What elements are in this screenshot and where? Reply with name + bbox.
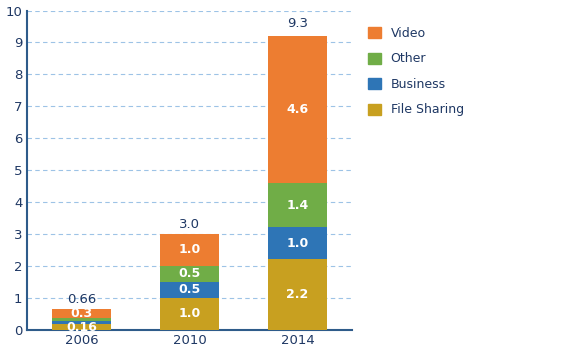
Bar (160, 282, 219, 298)
Text: 3.0: 3.0 (179, 218, 200, 231)
Legend: Video, Other, Business, File Sharing: Video, Other, Business, File Sharing (364, 23, 467, 120)
Bar (52, 321, 111, 324)
Text: 0.5: 0.5 (179, 283, 201, 296)
Bar (52, 324, 111, 330)
Text: 0.66: 0.66 (67, 293, 96, 306)
Text: 1.0: 1.0 (287, 237, 309, 250)
Bar (268, 36, 327, 183)
Bar (52, 318, 111, 321)
Text: 9.3: 9.3 (287, 17, 308, 30)
Bar (160, 266, 219, 282)
Text: 2.2: 2.2 (287, 288, 309, 301)
Text: 0.5: 0.5 (179, 267, 201, 280)
Text: 1.0: 1.0 (179, 243, 201, 256)
Text: 1.4: 1.4 (287, 199, 309, 212)
Text: 0.3: 0.3 (70, 307, 92, 320)
Bar (268, 227, 327, 259)
Text: 1.0: 1.0 (179, 307, 201, 320)
Text: 4.6: 4.6 (287, 103, 309, 116)
Bar (160, 298, 219, 330)
Bar (268, 259, 327, 330)
Text: 0.16: 0.16 (66, 321, 97, 334)
Bar (160, 234, 219, 266)
Bar (52, 309, 111, 318)
Bar (268, 183, 327, 227)
